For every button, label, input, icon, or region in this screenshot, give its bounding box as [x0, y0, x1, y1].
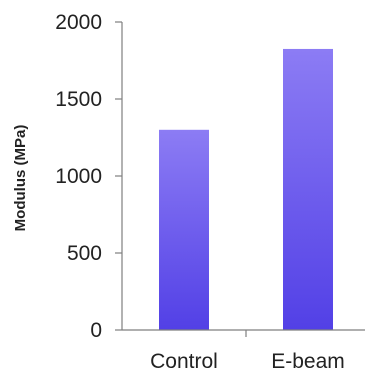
x-tick-label: Control	[150, 350, 218, 373]
y-tick-label: 1000	[55, 165, 102, 188]
y-tick-label: 500	[67, 242, 102, 265]
y-axis-ticks: 0 500 1000 1500 2000	[55, 11, 122, 342]
x-axis-ticks: Control E-beam	[150, 330, 345, 373]
y-axis-title: Modulus (MPa)	[12, 125, 29, 232]
y-tick-label: 1500	[55, 88, 102, 111]
x-tick-label: E-beam	[271, 350, 345, 373]
bar-e-beam	[283, 48, 333, 330]
y-tick-label: 0	[90, 319, 102, 342]
y-tick-label: 2000	[55, 11, 102, 34]
bar-control	[159, 129, 209, 330]
bars	[159, 48, 333, 330]
